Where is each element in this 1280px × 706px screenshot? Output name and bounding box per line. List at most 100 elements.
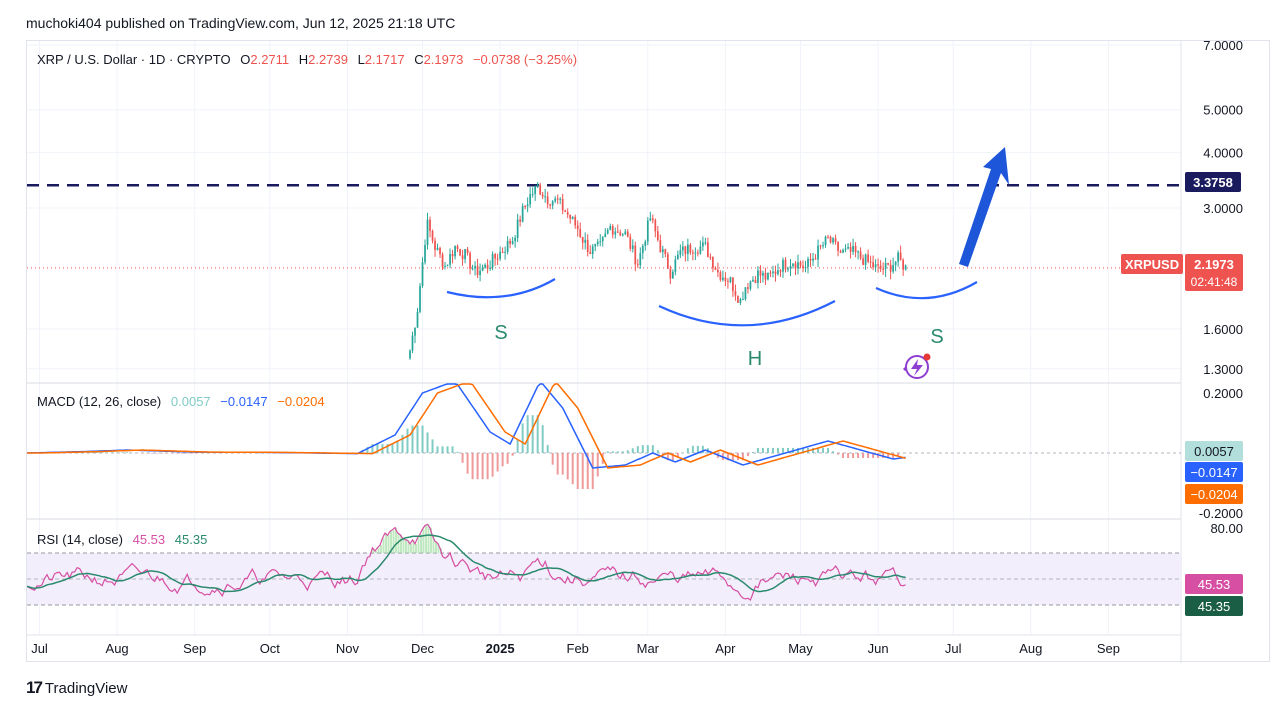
candle[interactable] xyxy=(519,215,522,227)
candle[interactable] xyxy=(634,241,637,272)
candle[interactable] xyxy=(669,265,672,285)
candle[interactable] xyxy=(686,238,689,262)
candle[interactable] xyxy=(584,232,587,250)
candle[interactable] xyxy=(489,260,491,271)
candle[interactable] xyxy=(481,264,484,272)
candle[interactable] xyxy=(819,244,822,250)
price-pane[interactable]: S H S xyxy=(27,147,1181,379)
candle[interactable] xyxy=(499,246,501,261)
candle[interactable] xyxy=(606,228,609,235)
candle[interactable] xyxy=(762,270,764,283)
candle[interactable] xyxy=(589,245,592,255)
candle[interactable] xyxy=(414,327,416,344)
resistance-badge[interactable]: 3.3758 xyxy=(1185,172,1241,192)
candle[interactable] xyxy=(774,265,777,282)
candle[interactable] xyxy=(769,270,772,277)
candle[interactable] xyxy=(476,258,479,278)
candle[interactable] xyxy=(794,260,797,276)
candle[interactable] xyxy=(882,262,884,275)
candle[interactable] xyxy=(554,196,557,204)
candle[interactable] xyxy=(879,260,882,272)
candle[interactable] xyxy=(459,248,461,257)
candle[interactable] xyxy=(656,225,659,242)
candle[interactable] xyxy=(777,263,779,276)
candle[interactable] xyxy=(717,262,719,278)
candle[interactable] xyxy=(454,245,456,260)
candle[interactable] xyxy=(822,241,824,249)
candle[interactable] xyxy=(802,260,804,273)
candle[interactable] xyxy=(539,182,542,196)
candle[interactable] xyxy=(521,203,524,223)
candle[interactable] xyxy=(739,297,742,306)
candle[interactable] xyxy=(694,247,697,261)
candle[interactable] xyxy=(581,236,584,250)
candle[interactable] xyxy=(434,237,436,257)
candle[interactable] xyxy=(799,260,802,269)
candle[interactable] xyxy=(827,234,829,239)
candle[interactable] xyxy=(832,237,834,245)
candle[interactable] xyxy=(674,255,677,276)
time-axis[interactable]: Jul Aug Sep Oct Nov Dec 2025 Feb Mar Apr May Jun Jul… xyxy=(31,641,1120,656)
candle[interactable] xyxy=(586,234,589,257)
candle[interactable] xyxy=(574,214,577,229)
candle[interactable] xyxy=(541,191,544,200)
candle[interactable] xyxy=(566,208,569,219)
candle[interactable] xyxy=(621,233,624,237)
candle[interactable] xyxy=(709,253,712,260)
candle[interactable] xyxy=(867,249,869,264)
candle[interactable] xyxy=(556,194,559,205)
candle[interactable] xyxy=(594,243,597,252)
candle[interactable] xyxy=(636,259,639,268)
macd-title[interactable]: MACD (12, 26, close) xyxy=(37,394,162,409)
candle[interactable] xyxy=(441,252,444,271)
candle[interactable] xyxy=(629,233,632,252)
candle[interactable] xyxy=(491,251,494,271)
candle[interactable] xyxy=(676,250,679,260)
candle[interactable] xyxy=(604,228,607,238)
candle[interactable] xyxy=(724,272,727,287)
rsi-pane[interactable] xyxy=(27,523,1181,606)
candle[interactable] xyxy=(732,277,734,297)
candle[interactable] xyxy=(787,266,789,272)
candle[interactable] xyxy=(747,282,749,294)
candle[interactable] xyxy=(516,213,519,243)
candle[interactable] xyxy=(514,234,517,248)
candle[interactable] xyxy=(426,212,429,250)
candle[interactable] xyxy=(742,291,744,301)
candle[interactable] xyxy=(661,245,664,258)
candle[interactable] xyxy=(842,248,844,254)
candle[interactable] xyxy=(857,250,859,260)
candle[interactable] xyxy=(564,209,567,213)
candle[interactable] xyxy=(812,252,814,266)
candle[interactable] xyxy=(704,237,707,246)
candle[interactable] xyxy=(449,248,451,269)
candle[interactable] xyxy=(616,224,619,234)
candle[interactable] xyxy=(839,249,842,254)
candle[interactable] xyxy=(877,258,879,273)
candle[interactable] xyxy=(444,262,446,270)
head-curve[interactable] xyxy=(658,300,836,327)
candle[interactable] xyxy=(569,214,572,224)
candle[interactable] xyxy=(772,265,774,278)
candle[interactable] xyxy=(722,270,724,282)
candle[interactable] xyxy=(804,260,807,273)
candle[interactable] xyxy=(809,253,812,268)
candle[interactable] xyxy=(611,224,614,239)
candle[interactable] xyxy=(889,259,892,280)
candle[interactable] xyxy=(754,276,757,284)
candle[interactable] xyxy=(869,255,872,268)
candle[interactable] xyxy=(524,204,527,210)
candle[interactable] xyxy=(904,264,907,271)
candle[interactable] xyxy=(757,266,759,289)
price-axis[interactable]: 1.3000 1.6000 3.0000 4.0000 5.0000 7.0000 0.20… xyxy=(1199,41,1243,536)
candle[interactable] xyxy=(439,246,441,259)
candle[interactable] xyxy=(649,211,652,222)
candle[interactable] xyxy=(644,239,647,251)
candle[interactable] xyxy=(506,236,509,255)
candle[interactable] xyxy=(782,257,784,278)
candle[interactable] xyxy=(641,243,644,260)
candle[interactable] xyxy=(894,261,897,272)
candle[interactable] xyxy=(464,248,466,264)
candle[interactable] xyxy=(579,222,582,239)
symbol-title[interactable]: XRP / U.S. Dollar · 1D · CRYPTO xyxy=(37,52,231,67)
